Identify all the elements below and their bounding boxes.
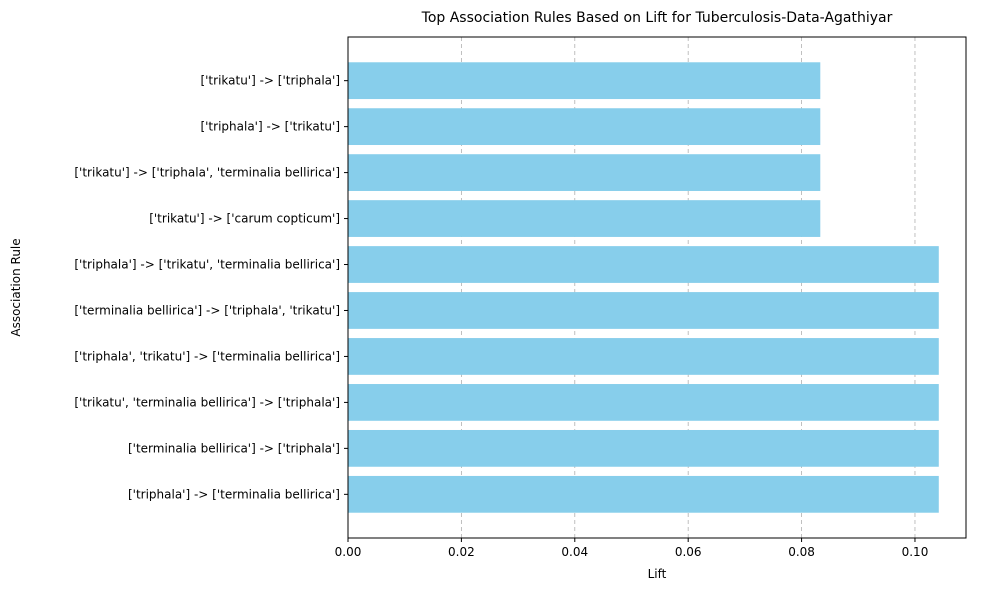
bar [348,384,939,421]
bar [348,154,821,191]
y-tick-label: ['trikatu'] -> ['carum copticum'] [149,212,340,226]
y-tick-label: ['triphala'] -> ['terminalia bellirica'] [128,487,340,501]
y-axis: ['trikatu'] -> ['triphala'] ['triphala'] … [74,74,348,501]
y-tick-label: ['triphala'] -> ['trikatu', 'terminalia … [74,258,340,272]
bar [348,246,939,283]
y-tick-label: ['triphala', 'trikatu'] -> ['terminalia … [74,349,340,363]
x-axis: 0.00 0.02 0.04 0.06 0.08 0.10 [335,538,929,559]
plot-frame [347,36,967,539]
bar [348,200,821,237]
x-tick-label: 0.04 [561,545,588,559]
x-tick-label: 0.08 [788,545,815,559]
y-tick-label: ['triphala'] -> ['trikatu'] [200,120,340,134]
bar [348,338,939,375]
y-tick-label: ['trikatu'] -> ['triphala', 'terminalia … [74,166,340,180]
y-tick-label: ['trikatu'] -> ['triphala'] [200,74,340,88]
bars [348,62,939,513]
chart-title: Top Association Rules Based on Lift for … [421,10,893,26]
bar [348,429,939,467]
bar [348,62,821,100]
x-tick-label: 0.00 [335,545,362,559]
y-tick-label: ['terminalia bellirica'] -> ['triphala',… [74,303,340,317]
bar [348,475,939,513]
y-axis-label: Association Rule [9,238,23,336]
y-tick-label: ['trikatu', 'terminalia bellirica'] -> [… [74,395,340,409]
x-tick-label: 0.10 [902,545,929,559]
x-axis-label: Lift [648,567,667,581]
x-tick-label: 0.06 [675,545,702,559]
bar [348,108,821,146]
x-tick-label: 0.02 [448,545,475,559]
bar [348,292,939,329]
y-tick-label: ['terminalia bellirica'] -> ['triphala'] [128,441,340,455]
